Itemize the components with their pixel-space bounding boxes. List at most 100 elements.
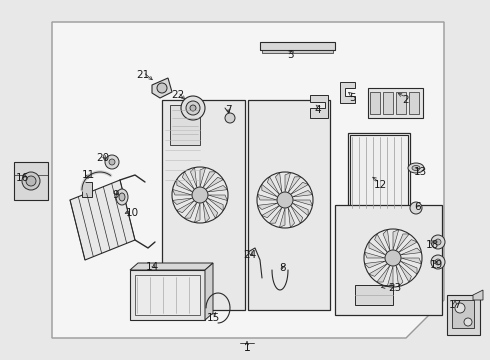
Ellipse shape [26, 176, 36, 186]
Ellipse shape [181, 96, 205, 120]
Text: 10: 10 [125, 208, 139, 218]
Text: 1: 1 [244, 343, 250, 353]
Polygon shape [400, 261, 417, 274]
Polygon shape [399, 264, 412, 282]
Polygon shape [207, 198, 223, 211]
Bar [170, 105, 200, 145]
Ellipse shape [410, 202, 422, 214]
Bar [355, 285, 393, 305]
Polygon shape [275, 172, 282, 193]
Polygon shape [270, 207, 282, 223]
Polygon shape [365, 261, 386, 268]
Polygon shape [258, 194, 277, 200]
Bar [135, 275, 200, 315]
Ellipse shape [408, 163, 424, 173]
Ellipse shape [464, 318, 472, 326]
Polygon shape [288, 207, 294, 228]
Polygon shape [279, 208, 285, 228]
Polygon shape [195, 203, 200, 222]
Polygon shape [375, 234, 387, 252]
Polygon shape [162, 100, 245, 310]
Ellipse shape [105, 155, 119, 169]
Polygon shape [383, 230, 390, 251]
Polygon shape [369, 242, 386, 255]
Polygon shape [130, 263, 213, 270]
Ellipse shape [116, 189, 128, 205]
Text: 20: 20 [97, 153, 110, 163]
Polygon shape [396, 234, 409, 251]
Ellipse shape [385, 250, 401, 266]
Polygon shape [203, 202, 210, 222]
Text: 2: 2 [403, 95, 409, 105]
Text: 21: 21 [136, 70, 149, 80]
Text: 8: 8 [280, 263, 286, 273]
Polygon shape [191, 167, 197, 188]
Polygon shape [177, 179, 193, 192]
Polygon shape [206, 177, 223, 189]
Ellipse shape [431, 255, 445, 269]
Text: 23: 23 [389, 283, 402, 293]
Polygon shape [288, 177, 301, 193]
Polygon shape [152, 78, 172, 98]
Polygon shape [473, 290, 483, 300]
Polygon shape [310, 95, 328, 118]
Polygon shape [335, 205, 442, 315]
Ellipse shape [435, 239, 441, 245]
Polygon shape [400, 248, 421, 255]
Polygon shape [248, 100, 330, 310]
Text: 11: 11 [81, 170, 95, 180]
Bar [396, 92, 406, 114]
Text: 16: 16 [15, 173, 28, 183]
Bar [368, 88, 423, 118]
Ellipse shape [190, 105, 196, 111]
Ellipse shape [119, 193, 125, 201]
Polygon shape [130, 270, 205, 320]
Polygon shape [340, 82, 355, 103]
Text: 24: 24 [244, 250, 257, 260]
Text: 13: 13 [414, 167, 427, 177]
Ellipse shape [157, 83, 167, 93]
Polygon shape [399, 240, 417, 252]
Polygon shape [369, 264, 387, 276]
Polygon shape [208, 195, 227, 201]
Bar [260, 42, 335, 50]
Ellipse shape [22, 172, 40, 190]
Polygon shape [291, 206, 303, 223]
Text: 18: 18 [425, 240, 439, 250]
Text: 15: 15 [206, 313, 220, 323]
Bar [348, 133, 410, 212]
Polygon shape [205, 263, 213, 320]
Polygon shape [393, 230, 399, 250]
Text: 17: 17 [448, 300, 462, 310]
Polygon shape [172, 198, 193, 204]
Polygon shape [377, 265, 390, 282]
Ellipse shape [225, 113, 235, 123]
Polygon shape [206, 201, 218, 218]
Bar [370, 92, 380, 114]
Polygon shape [291, 182, 308, 194]
Polygon shape [184, 202, 197, 218]
Polygon shape [177, 201, 195, 213]
Bar [383, 92, 393, 114]
Polygon shape [262, 206, 279, 218]
Polygon shape [172, 189, 192, 195]
Polygon shape [401, 258, 421, 264]
Bar [82, 182, 92, 197]
Ellipse shape [109, 159, 115, 165]
Text: 3: 3 [287, 50, 294, 60]
Ellipse shape [412, 166, 420, 171]
Text: 6: 6 [415, 202, 421, 212]
Bar [350, 135, 408, 210]
Polygon shape [262, 184, 278, 197]
Ellipse shape [431, 235, 445, 249]
Text: 1: 1 [244, 343, 250, 353]
Ellipse shape [192, 187, 208, 203]
Text: 22: 22 [172, 90, 185, 100]
Polygon shape [200, 167, 206, 187]
Polygon shape [293, 200, 313, 206]
Ellipse shape [435, 259, 441, 265]
Bar [262, 50, 333, 53]
Ellipse shape [455, 303, 465, 313]
Ellipse shape [186, 101, 200, 115]
Polygon shape [285, 172, 291, 192]
